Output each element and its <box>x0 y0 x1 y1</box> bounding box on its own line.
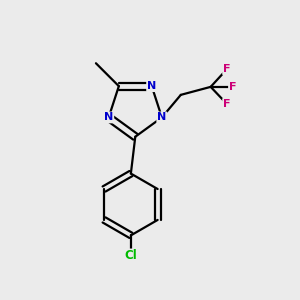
Text: N: N <box>147 81 156 91</box>
Text: F: F <box>229 82 236 92</box>
Text: F: F <box>223 64 231 74</box>
Text: F: F <box>223 99 231 109</box>
Text: Cl: Cl <box>124 250 137 262</box>
Text: N: N <box>157 112 167 122</box>
Text: N: N <box>104 112 113 122</box>
